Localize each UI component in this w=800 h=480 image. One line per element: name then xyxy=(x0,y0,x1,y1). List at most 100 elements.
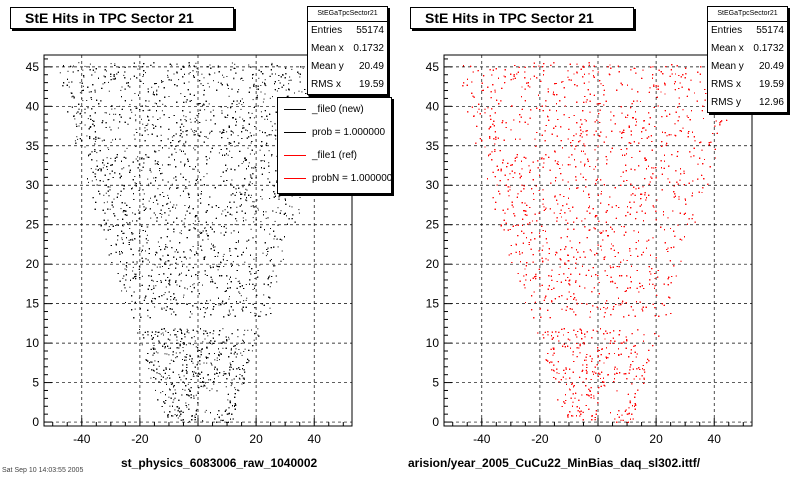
data-point xyxy=(78,62,80,64)
data-point xyxy=(106,70,107,72)
data-point xyxy=(152,298,154,299)
data-point xyxy=(148,200,150,202)
data-point xyxy=(135,128,137,130)
data-point xyxy=(298,73,300,75)
data-point xyxy=(188,332,190,334)
data-point xyxy=(134,114,136,116)
data-point xyxy=(189,358,191,360)
data-point xyxy=(122,225,124,227)
data-point xyxy=(255,139,257,141)
data-point xyxy=(203,104,205,106)
data-point xyxy=(180,230,182,232)
data-point xyxy=(114,108,116,110)
data-point xyxy=(226,83,228,85)
data-point xyxy=(282,258,284,260)
data-point xyxy=(180,280,182,282)
data-point xyxy=(134,182,136,184)
data-point xyxy=(227,283,228,285)
data-point xyxy=(254,312,256,314)
data-point xyxy=(75,123,77,125)
data-point xyxy=(230,232,232,234)
data-point xyxy=(251,350,253,352)
data-point xyxy=(110,76,112,77)
data-point xyxy=(135,158,137,160)
data-point xyxy=(246,189,248,191)
data-point xyxy=(236,104,238,105)
data-point xyxy=(160,333,162,335)
data-point xyxy=(301,91,303,93)
data-point xyxy=(189,257,191,259)
data-point xyxy=(139,239,141,241)
data-point xyxy=(150,377,152,379)
data-point xyxy=(122,211,124,213)
data-point xyxy=(204,136,206,137)
data-point xyxy=(223,371,225,373)
data-point xyxy=(151,124,153,126)
data-point xyxy=(151,86,153,88)
data-point xyxy=(266,253,268,255)
data-point xyxy=(183,115,185,117)
data-point xyxy=(209,379,211,381)
data-point xyxy=(195,346,197,348)
data-point xyxy=(244,261,246,263)
data-point xyxy=(156,90,158,92)
data-point xyxy=(199,381,201,383)
data-point xyxy=(243,102,244,104)
data-point xyxy=(140,251,142,253)
data-point xyxy=(181,261,183,263)
data-point xyxy=(160,375,162,377)
data-point xyxy=(185,344,187,346)
data-point xyxy=(202,341,204,343)
data-point xyxy=(105,112,107,114)
data-point xyxy=(258,77,260,79)
data-point xyxy=(259,315,261,317)
data-point xyxy=(212,333,214,335)
data-point xyxy=(193,283,195,285)
left-panel: -40 -20 0 20 40 0 5 10 15 20 25 30 35 40 45 StE Hits i… xyxy=(10,6,392,470)
data-point xyxy=(209,390,211,392)
data-point xyxy=(272,270,274,272)
data-point xyxy=(129,228,131,229)
data-point xyxy=(253,83,255,85)
data-point xyxy=(179,195,181,197)
data-point xyxy=(154,334,156,335)
data-point xyxy=(249,153,251,155)
data-point xyxy=(275,129,277,131)
data-point xyxy=(265,211,267,213)
data-point xyxy=(211,364,213,366)
data-point xyxy=(147,315,149,317)
data-point xyxy=(120,194,122,196)
data-point xyxy=(203,103,205,105)
data-point xyxy=(88,181,89,183)
data-point xyxy=(131,300,133,302)
data-point xyxy=(224,116,226,118)
data-point xyxy=(199,356,201,358)
data-point xyxy=(157,331,159,333)
data-point xyxy=(167,74,169,76)
data-point xyxy=(148,183,150,185)
data-point xyxy=(126,147,128,149)
data-point xyxy=(207,347,208,349)
data-point xyxy=(214,359,216,361)
data-point xyxy=(271,125,273,127)
data-point xyxy=(139,274,140,276)
data-point xyxy=(298,209,300,211)
data-point xyxy=(299,197,301,198)
data-point xyxy=(277,246,279,248)
data-point xyxy=(243,351,245,352)
data-point xyxy=(245,299,247,301)
data-point xyxy=(209,299,211,301)
data-point xyxy=(208,379,210,381)
data-point xyxy=(183,125,185,127)
data-point xyxy=(234,223,236,225)
data-point xyxy=(243,300,245,302)
data-point xyxy=(259,149,261,151)
data-point xyxy=(107,147,109,149)
data-point xyxy=(148,368,150,370)
data-point xyxy=(251,329,252,331)
data-point xyxy=(132,239,134,241)
data-point xyxy=(257,334,259,336)
data-point xyxy=(244,348,246,350)
data-point xyxy=(182,388,184,390)
data-point xyxy=(229,296,230,298)
